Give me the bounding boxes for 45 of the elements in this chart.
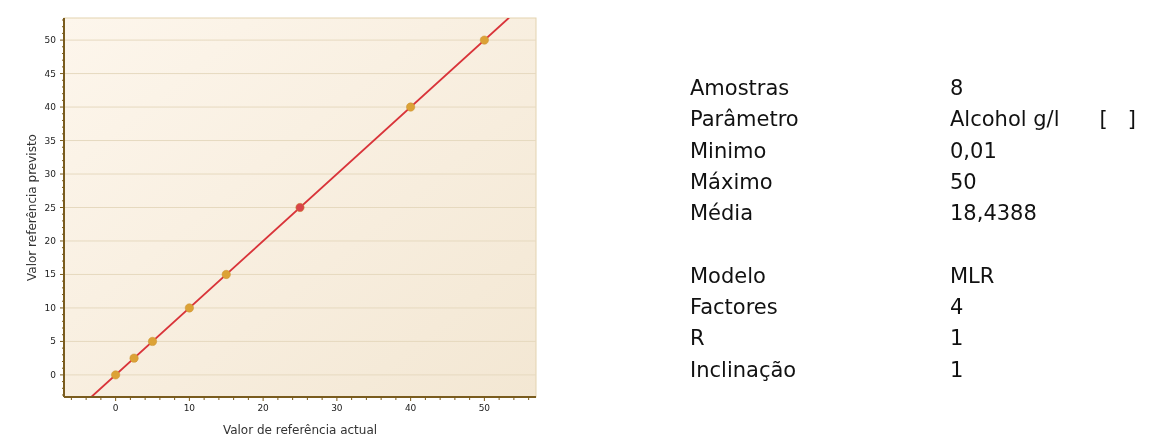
y-tick-label: 5 [50,336,56,347]
text: 4 [950,295,964,320]
y-tick-label: 20 [44,235,57,246]
y-tick-label: 0 [50,369,57,380]
point [184,303,194,313]
y-tick-label: 25 [44,202,56,213]
category-label: Amostras [690,76,790,100]
point [295,202,305,213]
x-tick-label: 50 [478,403,491,413]
x-tick-label: 20 [257,403,270,413]
x-tick-label: 40 [404,403,417,413]
x-tick-label: 0 [112,403,119,413]
category-label: Parâmetro [690,107,799,132]
y-tick-label: 40 [44,102,57,113]
point [221,269,231,280]
text: 1 [950,357,964,382]
y-tick-label: 10 [44,302,57,313]
category-label: R [690,326,705,351]
text: 8 [950,76,964,100]
x-tick-label: 30 [331,403,343,413]
y-tick-label: 30 [44,169,57,180]
y-axis-title: Valor referência previsto [25,134,39,281]
category-label: Minimo [690,138,767,163]
text: Alcohol g/l [ ] [950,107,1136,132]
y-tick-label: 15 [44,269,56,280]
category-label: Média [690,201,754,226]
point [147,336,158,347]
category-label: Máximo [690,169,773,194]
x-tick-label: 10 [183,403,196,413]
category-label: Modelo [690,263,766,288]
text: 50 [950,169,977,194]
x-axis-title: Valor de referência actual [222,423,378,437]
point [111,370,121,380]
category-label: Inclinação [690,357,797,382]
point [129,353,139,363]
text: MLR [950,263,995,288]
text: 1 [950,326,964,351]
y-tick-label: 45 [44,68,56,79]
y-tick-label: 35 [44,135,56,146]
category-label: Factores [690,295,778,320]
text: 0,01 [950,138,997,163]
text: 18,4388 [950,201,1037,226]
point [479,35,489,45]
point [406,102,416,112]
y-tick-label: 50 [44,35,57,46]
